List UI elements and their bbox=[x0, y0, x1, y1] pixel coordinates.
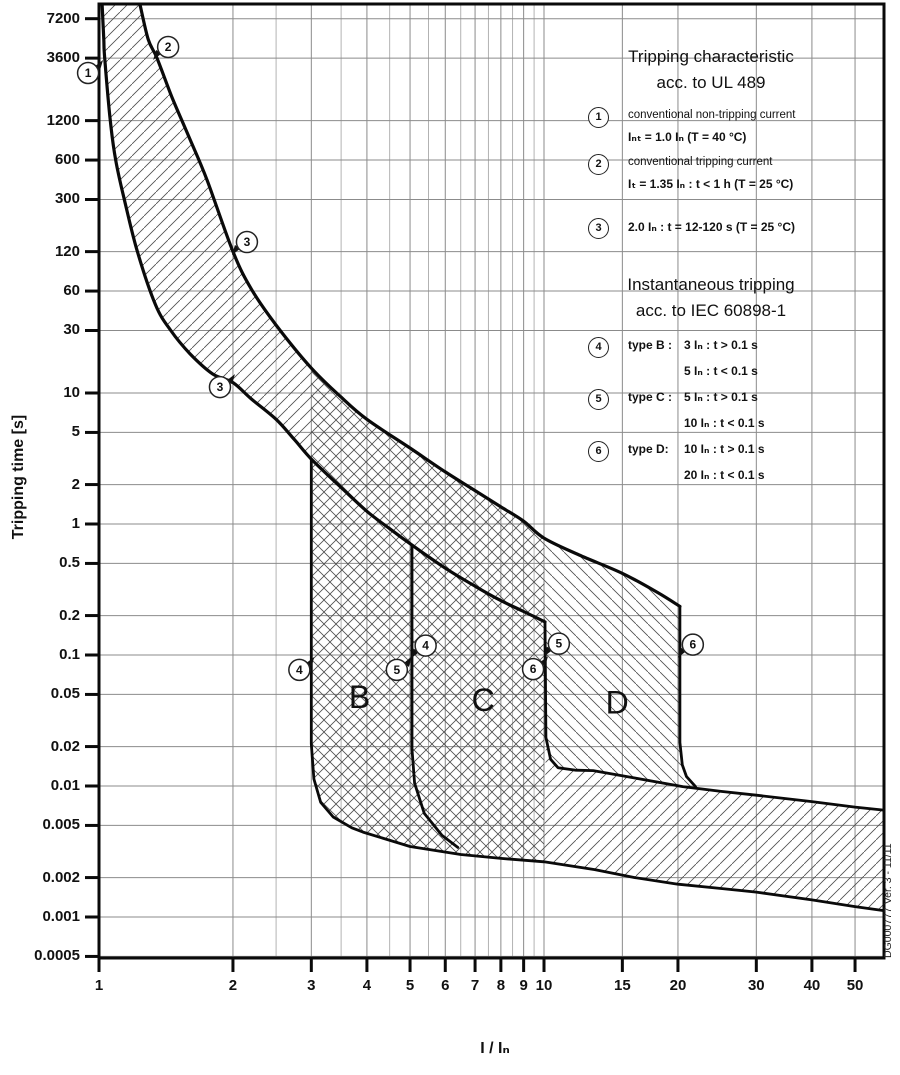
legend-circled-number: 1 bbox=[588, 107, 609, 128]
svg-text:5: 5 bbox=[394, 663, 401, 677]
svg-text:1: 1 bbox=[85, 66, 92, 80]
legend-circled-number: 5 bbox=[588, 389, 609, 410]
x-tick-label: 6 bbox=[441, 977, 450, 994]
x-tick-label: 40 bbox=[803, 977, 821, 994]
x-tick-label: 7 bbox=[470, 977, 480, 994]
legend-type-label: type D: bbox=[628, 442, 669, 456]
legend-item-formula: 2.0 Iₙ : t = 12-120 s (T = 25 °C) bbox=[628, 220, 796, 234]
curve-type-c-instantaneous bbox=[410, 543, 460, 849]
legend-type-value: 3 Iₙ : t > 0.1 s bbox=[684, 338, 758, 352]
y-tick-label: 1 bbox=[71, 515, 80, 532]
y-tick-label: 600 bbox=[54, 151, 80, 169]
y-tick-label: 300 bbox=[54, 190, 80, 208]
y-tick-label: 0.5 bbox=[59, 554, 80, 572]
x-tick-label: 10 bbox=[535, 977, 553, 994]
y-tick-label: 3600 bbox=[46, 49, 80, 67]
svg-text:3: 3 bbox=[217, 380, 224, 394]
y-tick-label: 0.01 bbox=[50, 777, 80, 794]
legend-type-value: 5 Iₙ : t < 0.1 s bbox=[684, 364, 758, 378]
svg-text:6: 6 bbox=[530, 662, 537, 676]
legend-type-label: type C : bbox=[628, 390, 673, 404]
y-tick-label: 10 bbox=[63, 384, 80, 401]
x-tick-label: 8 bbox=[496, 977, 506, 994]
region-label-B: B bbox=[349, 679, 370, 715]
curve-upper-tripping-limit bbox=[138, 4, 682, 608]
legend-type-value: 20 Iₙ : t < 0.1 s bbox=[684, 468, 765, 482]
y-tick-label: 30 bbox=[63, 321, 80, 339]
x-axis-title: I / Iₙ bbox=[480, 1040, 510, 1057]
callout-marker-4: 4 bbox=[410, 634, 437, 659]
legend-item-text: conventional non-tripping current bbox=[628, 109, 796, 121]
svg-text:2: 2 bbox=[165, 40, 172, 54]
legend-type-label: type B : bbox=[628, 338, 673, 352]
y-tick-label: 7200 bbox=[46, 9, 80, 27]
svg-text:6: 6 bbox=[689, 638, 696, 652]
x-tick-label: 2 bbox=[228, 977, 238, 994]
y-tick-label: 60 bbox=[63, 282, 80, 300]
legend-item-formula: Iₜ = 1.35 Iₙ : t < 1 h (T = 25 °C) bbox=[628, 177, 794, 191]
curve-type-d-instantaneous bbox=[543, 620, 884, 812]
legend-type-value: 5 Iₙ : t > 0.1 s bbox=[684, 390, 758, 404]
y-tick-label: 5 bbox=[71, 423, 80, 441]
callout-marker-3: 3 bbox=[231, 230, 259, 256]
legend-item-text: conventional tripping current bbox=[628, 156, 773, 168]
callout-marker-5: 5 bbox=[543, 632, 571, 657]
y-tick-label: 0.02 bbox=[50, 737, 80, 755]
curve-20in-instantaneous bbox=[678, 605, 697, 788]
svg-text:5: 5 bbox=[556, 637, 563, 651]
callout-marker-6: 6 bbox=[677, 633, 705, 658]
curve-lower-tripping-limit bbox=[100, 4, 547, 624]
legend-circled-number: 2 bbox=[588, 154, 609, 175]
document-number: DG000777 Ver. 3 - 11/11 bbox=[882, 843, 894, 958]
y-tick-label: 0.002 bbox=[42, 868, 80, 886]
legend-circled-number: 3 bbox=[588, 218, 609, 239]
svg-text:4: 4 bbox=[422, 639, 429, 653]
callout-marker-1: 1 bbox=[76, 60, 104, 85]
y-tick-label: 0.2 bbox=[59, 606, 80, 624]
y-tick-label: 0.005 bbox=[42, 816, 80, 834]
callout-marker-5: 5 bbox=[385, 656, 412, 682]
callout-marker-3: 3 bbox=[208, 374, 235, 399]
y-tick-label: 0.1 bbox=[59, 646, 80, 663]
legend-title-iec: Instantaneous tripping acc. to IEC 60898… bbox=[627, 275, 795, 320]
instantaneous-region-back bbox=[311, 368, 696, 862]
y-tick-label: 0.001 bbox=[42, 908, 80, 925]
plot-area bbox=[99, 4, 884, 958]
plot-frame bbox=[97, 2, 886, 960]
svg-text:4: 4 bbox=[296, 663, 303, 677]
curve-type-b-instantaneous bbox=[309, 457, 884, 912]
y-tick-label: 120 bbox=[54, 242, 80, 260]
x-tick-label: 50 bbox=[846, 977, 864, 994]
legend-title-ul489: Tripping characteristic acc. to UL 489 bbox=[628, 47, 794, 92]
region-label-D: D bbox=[606, 684, 629, 720]
x-tick-label: 15 bbox=[614, 977, 631, 994]
x-tick-label: 1 bbox=[94, 977, 104, 994]
callout-marker-6: 6 bbox=[521, 656, 549, 681]
legend-circled-number: 6 bbox=[588, 441, 609, 462]
y-tick-label: 1200 bbox=[46, 111, 80, 129]
y-tick-label: 0.05 bbox=[50, 685, 80, 703]
callout-marker-4: 4 bbox=[288, 656, 315, 682]
x-tick-label: 4 bbox=[362, 977, 372, 994]
legend-type-value: 10 Iₙ : t < 0.1 s bbox=[684, 416, 765, 430]
svg-text:3: 3 bbox=[244, 235, 251, 249]
x-tick-label: 30 bbox=[747, 977, 765, 994]
y-tick-label: 0.0005 bbox=[34, 947, 80, 965]
x-tick-label: 3 bbox=[307, 977, 316, 994]
legend-circled-number: 4 bbox=[588, 337, 609, 358]
legend-item-formula: Iₙₜ = 1.0 Iₙ (T = 40 °C) bbox=[628, 130, 747, 144]
legend-type-value: 10 Iₙ : t > 0.1 s bbox=[684, 442, 765, 456]
x-tick-label: 9 bbox=[519, 977, 528, 994]
x-tick-label: 5 bbox=[405, 977, 415, 994]
callout-marker-2: 2 bbox=[153, 35, 180, 60]
bottom-band-region bbox=[544, 737, 884, 911]
y-tick-label: 2 bbox=[71, 475, 80, 493]
region-label-C: C bbox=[472, 682, 495, 718]
x-tick-label: 20 bbox=[669, 977, 687, 994]
